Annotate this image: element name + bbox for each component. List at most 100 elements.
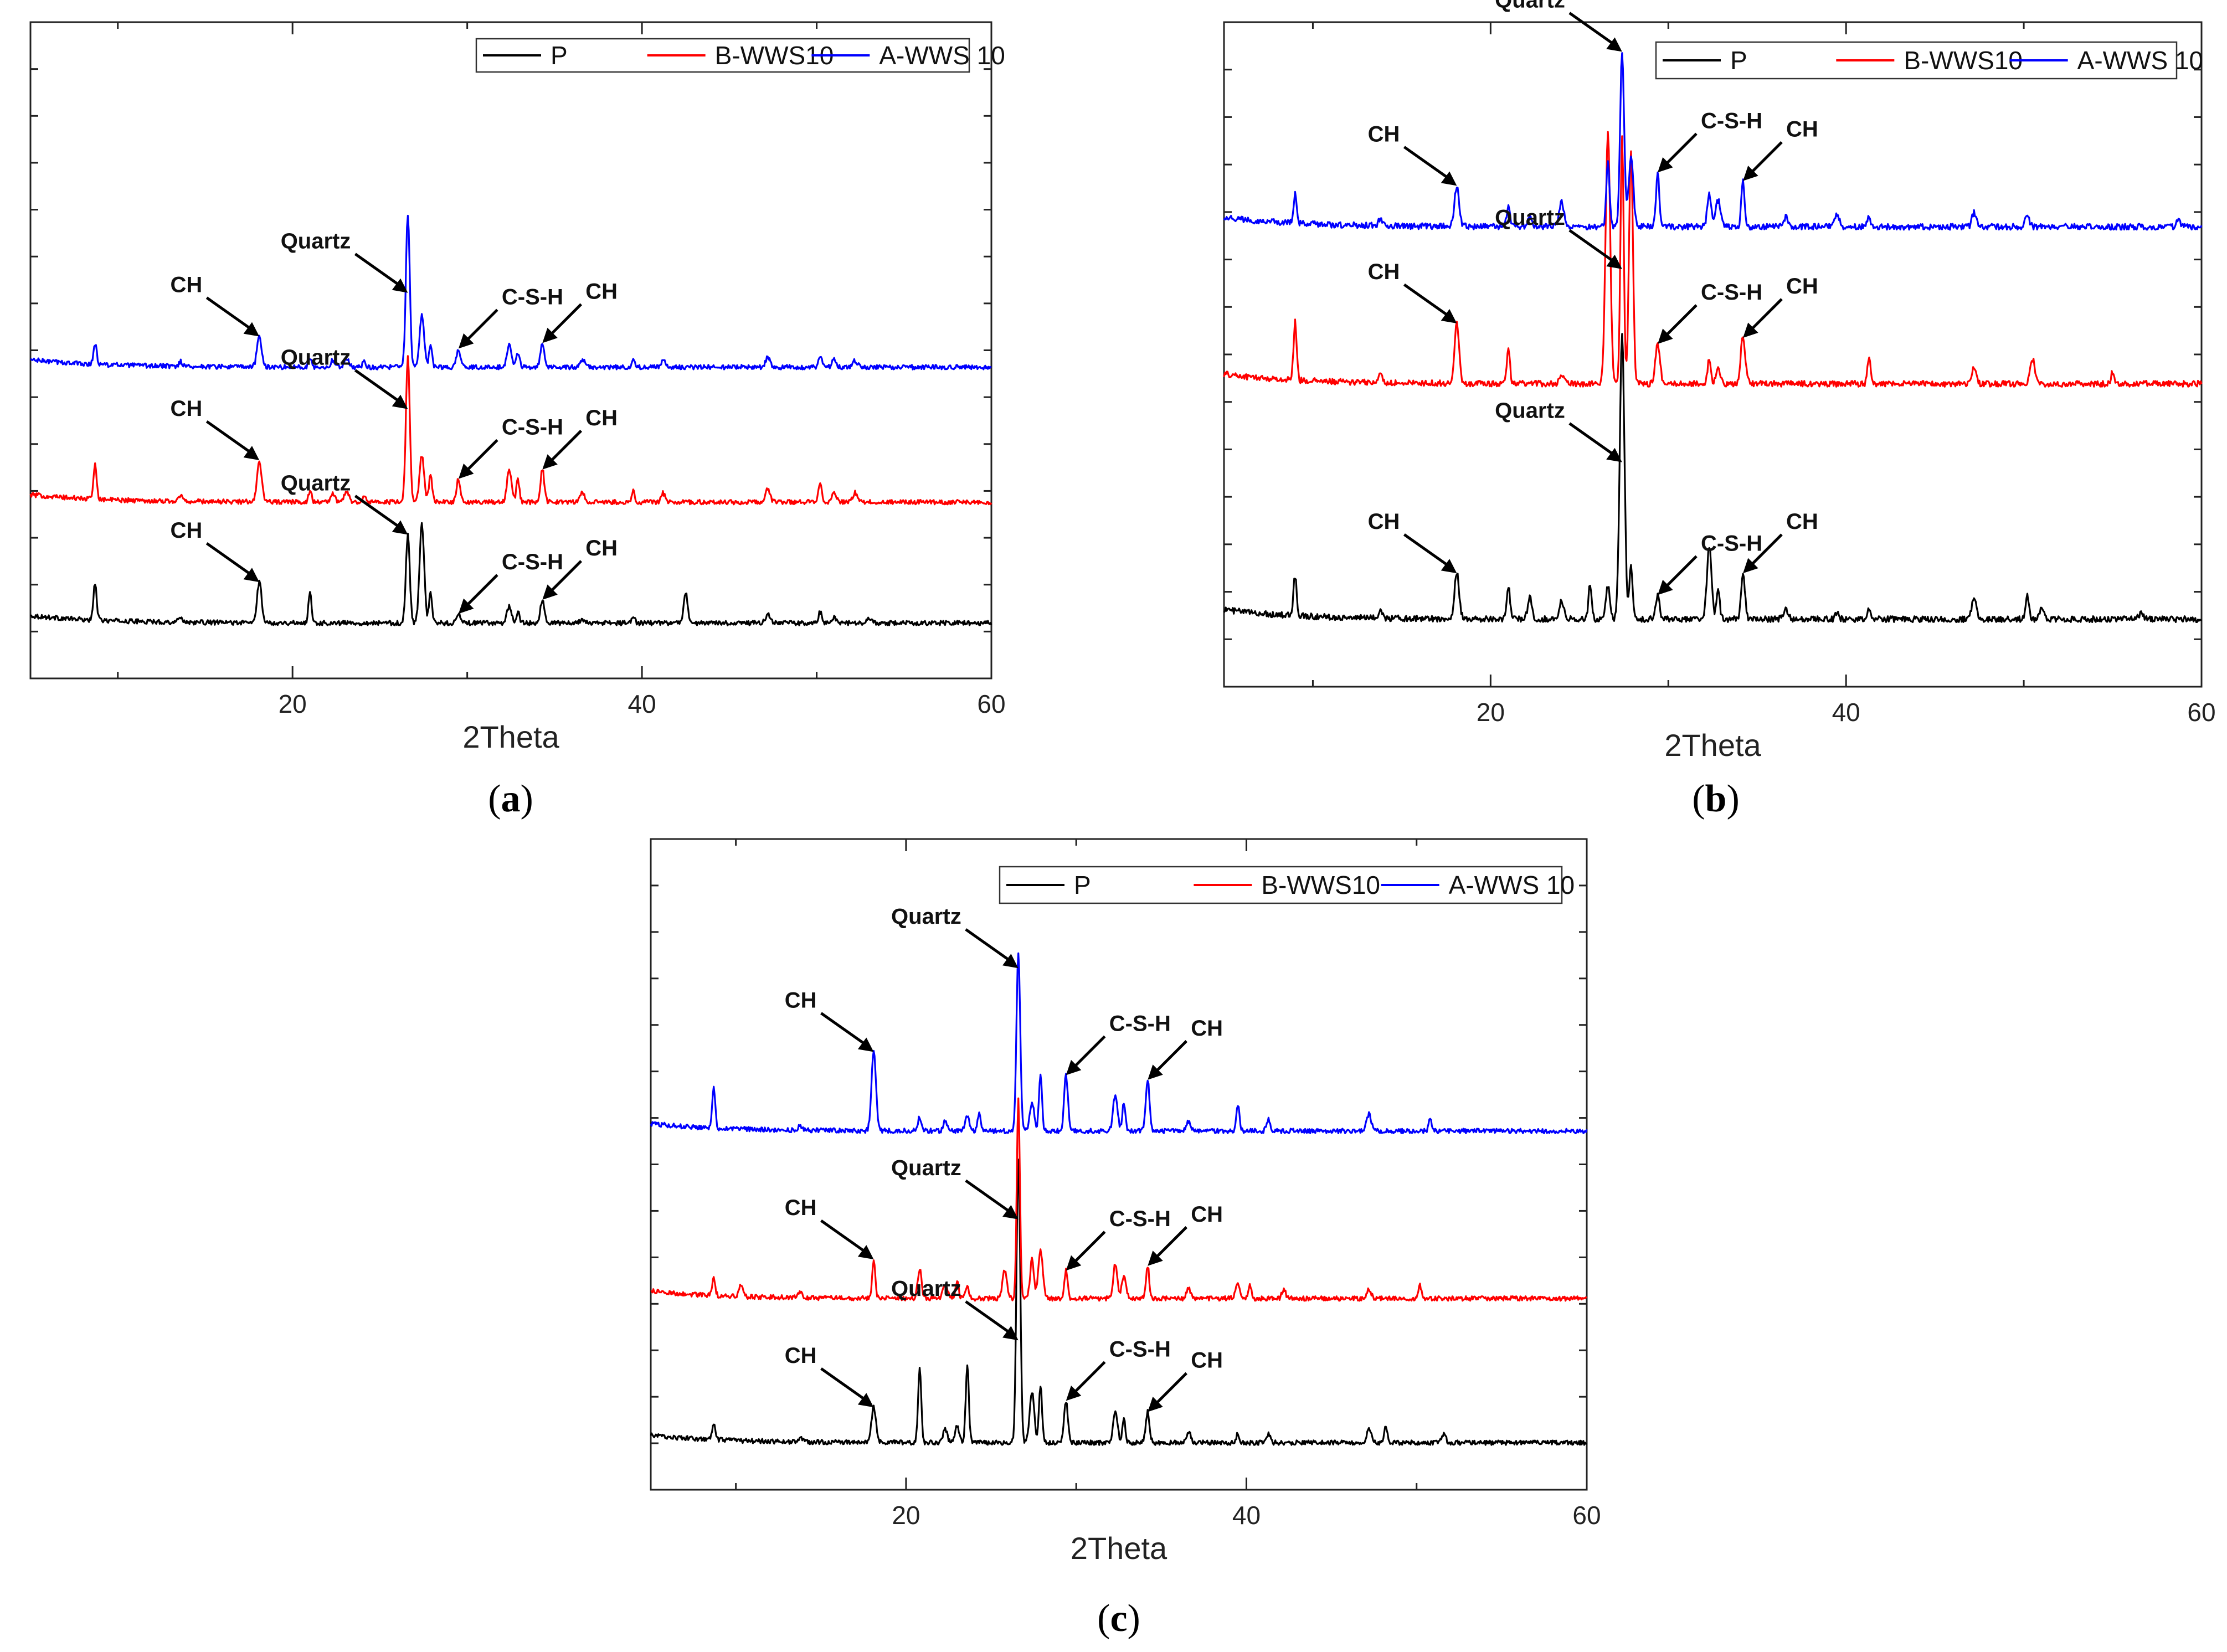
annotation-arrowhead	[1441, 559, 1457, 574]
series-line-a-wws-10	[30, 214, 992, 370]
annotation-label: CH	[785, 1344, 817, 1368]
annotation-label: C-S-H	[502, 285, 563, 309]
panel-label-letter: b	[1705, 778, 1727, 820]
annotation-arrowhead	[243, 568, 260, 583]
annotation-arrowhead	[1002, 954, 1019, 969]
annotation-arrow	[205, 420, 255, 456]
x-tick-label: 40	[1232, 1501, 1261, 1530]
legend: P B-WWS10 A-WWS 10	[999, 866, 1575, 904]
annotation-arrow	[547, 303, 583, 339]
annotation-arrow	[1403, 146, 1453, 182]
panel-label-letter: a	[501, 778, 521, 820]
annotation-label: CH	[1191, 1349, 1223, 1373]
panel-label-open: (	[1692, 778, 1705, 820]
series-line-b-wws10	[650, 1097, 1588, 1302]
annotation-arrowhead	[1606, 37, 1622, 52]
panel-label-close: )	[1726, 778, 1739, 820]
chart-panel-a: 20 40 60 2Theta CH Quartz C-S-H CH CH Quartz C-S-H…	[29, 21, 1006, 820]
annotation-label: CH	[785, 1196, 817, 1220]
annotation-arrowhead	[1002, 1326, 1019, 1341]
annotation-arrow	[462, 439, 498, 475]
annotation-arrow	[1070, 1231, 1106, 1267]
annotation-label: CH	[170, 397, 202, 421]
annotation-label: C-S-H	[1701, 280, 1762, 305]
x-tick-label: 60	[2187, 698, 2215, 727]
annotation-arrow	[965, 928, 1014, 964]
annotation-label: CH	[170, 273, 202, 297]
annotation-arrowhead	[1148, 1064, 1163, 1080]
x-tick-label: 20	[892, 1501, 920, 1530]
annotation-label: CH	[1191, 1202, 1223, 1227]
annotation-arrow	[965, 1300, 1014, 1336]
annotation-arrow	[547, 430, 583, 465]
annotation-label: C-S-H	[1701, 531, 1762, 555]
annotation-arrowhead	[1743, 558, 1758, 574]
annotation-arrow	[1403, 283, 1453, 320]
panel-label: (c)	[1097, 1597, 1140, 1640]
series-line-a-wws-10	[650, 952, 1588, 1134]
annotation-arrowhead	[542, 584, 558, 600]
annotation-arrow	[1568, 422, 1618, 458]
annotation-label: CH	[585, 279, 618, 303]
annotation-arrowhead	[243, 322, 260, 337]
annotation-arrowhead	[1606, 447, 1622, 462]
legend-entry: A-WWS 10	[1449, 871, 1575, 899]
annotation-arrow	[547, 560, 583, 595]
annotation-arrowhead	[1743, 322, 1758, 338]
annotation-arrowhead	[458, 598, 474, 614]
annotation-label: C-S-H	[1109, 1207, 1171, 1231]
annotation-arrow	[354, 369, 404, 405]
annotation-arrow	[1747, 141, 1783, 177]
chart-panel-b: 20 40 60 2Theta CH Quartz C-S-H CH CH Quartz C-S-H…	[1223, 0, 2216, 820]
annotation-arrowhead	[1658, 157, 1673, 173]
annotation-label: CH	[1786, 274, 1818, 299]
annotation-arrow	[205, 542, 255, 578]
legend: P B-WWS10 A-WWS 10	[475, 38, 1005, 73]
x-tick-label: 40	[1832, 698, 1860, 727]
annotation-arrowhead	[243, 446, 260, 460]
annotation-arrow	[965, 1179, 1014, 1216]
panel-label: (b)	[1692, 778, 1740, 820]
annotation-label: C-S-H	[1109, 1337, 1171, 1361]
x-tick-label: 60	[1572, 1501, 1601, 1530]
chart-panel-c: 20 40 60 2Theta CH Quartz C-S-H CH CH Quartz C-S-H…	[650, 838, 1601, 1640]
annotation-label: Quartz	[281, 471, 351, 495]
annotation-arrow	[1662, 555, 1698, 591]
legend-entry: A-WWS 10	[2077, 46, 2203, 75]
annotation-arrow	[462, 308, 498, 344]
annotation-arrowhead	[1066, 1385, 1082, 1401]
series-line-p	[1223, 333, 2203, 623]
series-line-p	[30, 522, 992, 626]
annotation-arrowhead	[1066, 1059, 1082, 1075]
x-tick-label: 40	[628, 689, 656, 718]
annotation-arrowhead	[392, 394, 408, 409]
annotation-label: C-S-H	[502, 550, 563, 574]
annotation-label: CH	[1786, 117, 1818, 142]
series-line-b-wws10	[29, 355, 992, 506]
annotation-arrowhead	[542, 327, 558, 343]
annotation-label: CH	[170, 518, 202, 543]
annotation-label: Quartz	[891, 1277, 961, 1301]
annotation-arrow	[1662, 132, 1698, 168]
annotation-arrowhead	[1148, 1396, 1163, 1412]
legend-box	[1655, 41, 2178, 80]
annotation-label: C-S-H	[1701, 109, 1762, 133]
annotation-arrowhead	[1066, 1255, 1082, 1271]
annotation-label: CH	[1191, 1016, 1223, 1041]
legend-entry: A-WWS 10	[879, 41, 1005, 70]
annotation-arrow	[820, 1012, 870, 1048]
legend-box	[999, 866, 1563, 904]
annotation-arrow	[1747, 533, 1783, 569]
x-axis-title: 2Theta	[462, 719, 559, 754]
annotation-arrow	[1070, 1361, 1106, 1397]
annotation-label: Quartz	[891, 904, 961, 929]
annotation-arrowhead	[458, 464, 474, 479]
annotation-arrowhead	[392, 520, 408, 535]
panel-label-letter: c	[1110, 1597, 1127, 1640]
x-tick-label: 20	[279, 689, 307, 718]
annotation-arrowhead	[1658, 328, 1673, 344]
legend-entry: P	[1730, 46, 1747, 75]
annotation-arrow	[354, 495, 404, 531]
annotation-arrow	[1403, 533, 1453, 569]
